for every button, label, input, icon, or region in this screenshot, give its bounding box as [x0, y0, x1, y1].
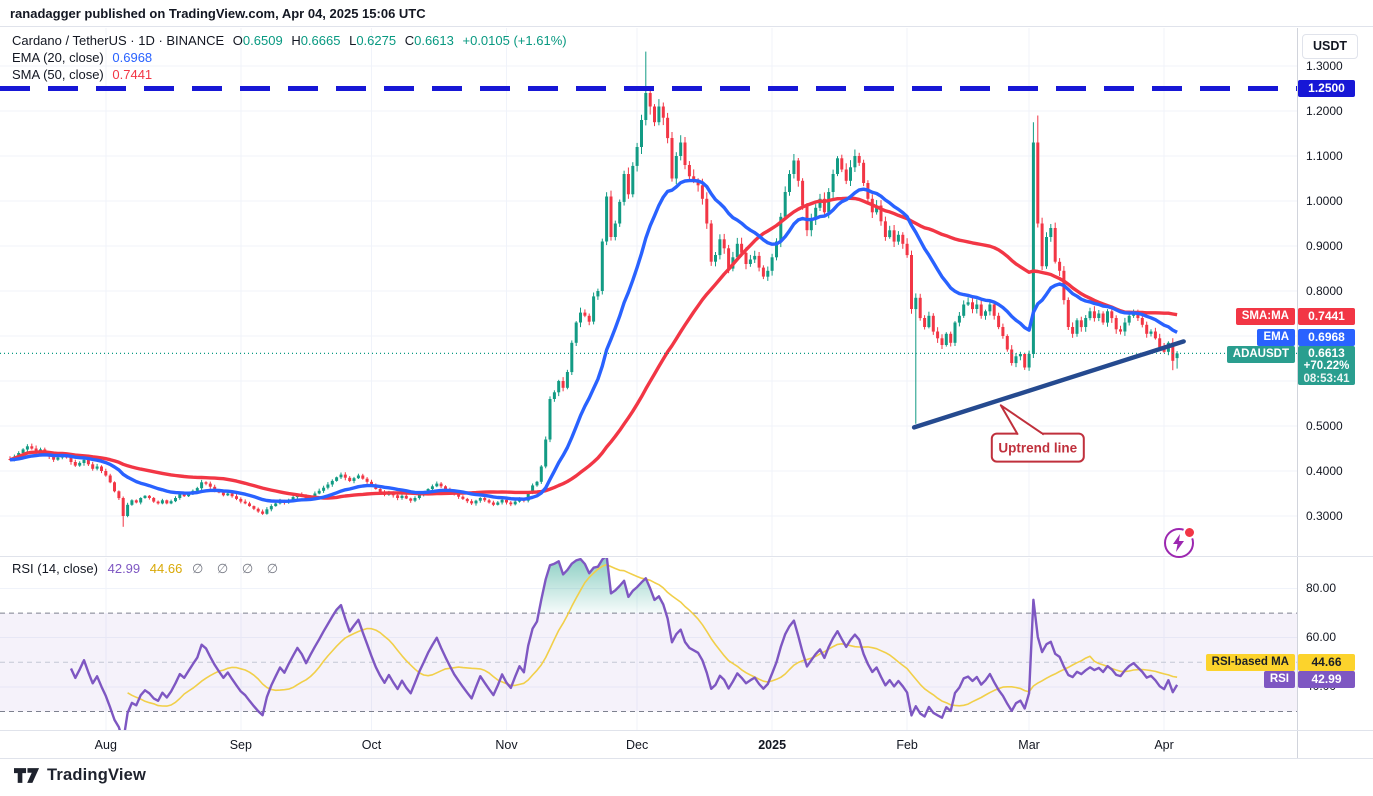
flash-trade-icon[interactable] [1164, 526, 1196, 558]
ema-price-tag: EMA [1257, 329, 1295, 346]
symbol-legend-row[interactable]: Cardano / TetherUS · 1D · BINANCE O0.650… [12, 32, 567, 49]
rsi-empty-slots: ∅ ∅ ∅ ∅ [191, 561, 284, 576]
uptrend-line[interactable] [911, 339, 1186, 430]
time-axis-label: Oct [361, 738, 382, 752]
rsi-legend-row[interactable]: RSI (14, close) 42.99 44.66 ∅ ∅ ∅ ∅ [12, 561, 289, 577]
time-axis-label: Mar [1018, 738, 1040, 752]
sma-value: 0.7441 [112, 67, 153, 82]
publisher-bar: ranadagger published on TradingView.com,… [0, 0, 1373, 27]
time-axis-label: 2025 [758, 738, 787, 752]
price-tick-label: 0.4000 [1306, 463, 1343, 478]
gridlines [0, 28, 1297, 730]
last-price-label: 0.6613 +70.22% 08:53:41 [1298, 346, 1355, 385]
time-scale[interactable]: Aug Sep Oct Nov Dec 2025 Feb Mar Apr [0, 731, 1373, 758]
rsi-pane-bottom-separator [0, 730, 1373, 731]
sma-legend-row[interactable]: SMA (50, close) 0.7441 [12, 66, 567, 83]
rsi-ma-tag: RSI-based MA [1205, 654, 1295, 671]
candles [8, 51, 1179, 527]
currency-button[interactable]: USDT [1302, 34, 1358, 59]
uptrend-callout[interactable]: Uptrend line [990, 404, 1085, 463]
tradingview-watermark[interactable]: TradingView [14, 766, 146, 785]
sma-50-line[interactable] [9, 196, 1178, 500]
sma-price-value: 0.7441 [1298, 308, 1355, 325]
rsi-ma-value: 44.66 [149, 561, 183, 576]
lightning-bolt-icon [1173, 534, 1184, 552]
rsi-ma-axis-value: 44.66 [1298, 654, 1355, 671]
tradingview-logo-icon [14, 768, 40, 783]
pane-separator[interactable] [0, 556, 1373, 557]
symbol-price-tag: ADAUSDT [1226, 346, 1295, 363]
time-scale-bottom-border [0, 758, 1373, 759]
sma-price-tag: SMA:MA [1235, 308, 1295, 325]
publisher-text: ranadagger published on TradingView.com,… [10, 5, 426, 21]
sma-label: SMA (50, close) [12, 67, 104, 82]
price-tick-label: 1.2000 [1306, 103, 1343, 118]
change-percent: +70.22% [1303, 360, 1350, 372]
price-tick-label: 0.5000 [1306, 418, 1343, 433]
rsi-ma-line[interactable] [127, 563, 1178, 707]
rsi-value: 42.99 [107, 561, 141, 576]
level-price-label: 1.2500 [1298, 80, 1355, 97]
tradingview-logo-text: TradingView [47, 766, 147, 784]
ema-price-value: 0.6968 [1298, 329, 1355, 346]
last-price: 0.6613 [1308, 346, 1345, 360]
price-tick-label: 1.1000 [1306, 148, 1343, 163]
ema-label: EMA (20, close) [12, 50, 104, 65]
bar-countdown: 08:53:41 [1303, 373, 1350, 385]
rsi-label: RSI (14, close) [12, 561, 98, 576]
rsi-tick-label: 60.00 [1306, 630, 1337, 645]
time-axis-label: Aug [94, 738, 117, 752]
uptrend-callout-text: Uptrend line [998, 441, 1077, 456]
time-axis-label: Dec [625, 738, 649, 752]
price-tick-label: 1.3000 [1306, 58, 1343, 73]
price-tick-label: 1.0000 [1306, 193, 1343, 208]
time-axis-label: Nov [495, 738, 518, 752]
time-axis-label: Apr [1154, 738, 1174, 752]
time-axis-label: Feb [896, 738, 918, 752]
symbol-title: Cardano / TetherUS · 1D · BINANCE [12, 33, 225, 48]
price-tick-label: 0.9000 [1306, 238, 1343, 253]
rsi-tag: RSI [1263, 671, 1295, 688]
ohlc-high: H0.6665 [291, 33, 341, 48]
change-value: +0.0105 (+1.61%) [462, 33, 567, 48]
time-axis-label: Sep [229, 738, 252, 752]
rsi-tick-label: 80.00 [1306, 581, 1337, 595]
price-scale-border [1297, 28, 1298, 758]
ohlc-close: C0.6613 [404, 33, 454, 48]
rsi-line[interactable] [69, 555, 1179, 741]
ema-legend-row[interactable]: EMA (20, close) 0.6968 [12, 49, 567, 66]
price-tick-label: 0.3000 [1306, 508, 1343, 523]
ema-value: 0.6968 [112, 50, 153, 65]
rsi-axis-value: 42.99 [1298, 671, 1355, 688]
notification-dot-icon [1183, 526, 1196, 539]
price-pane[interactable]: Uptrend line [0, 51, 1297, 527]
rsi-pane[interactable] [0, 555, 1297, 741]
ohlc-low: L0.6275 [349, 33, 397, 48]
price-scale[interactable]: USDT 1.3000 1.2000 1.1000 1.0000 0.9000 0.800… [1298, 28, 1373, 758]
chart-legend[interactable]: Cardano / TetherUS · 1D · BINANCE O0.650… [12, 32, 567, 83]
ohlc-open: O0.6509 [232, 33, 283, 48]
price-tick-label: 0.8000 [1306, 283, 1343, 298]
ema-20-line[interactable] [9, 178, 1178, 503]
